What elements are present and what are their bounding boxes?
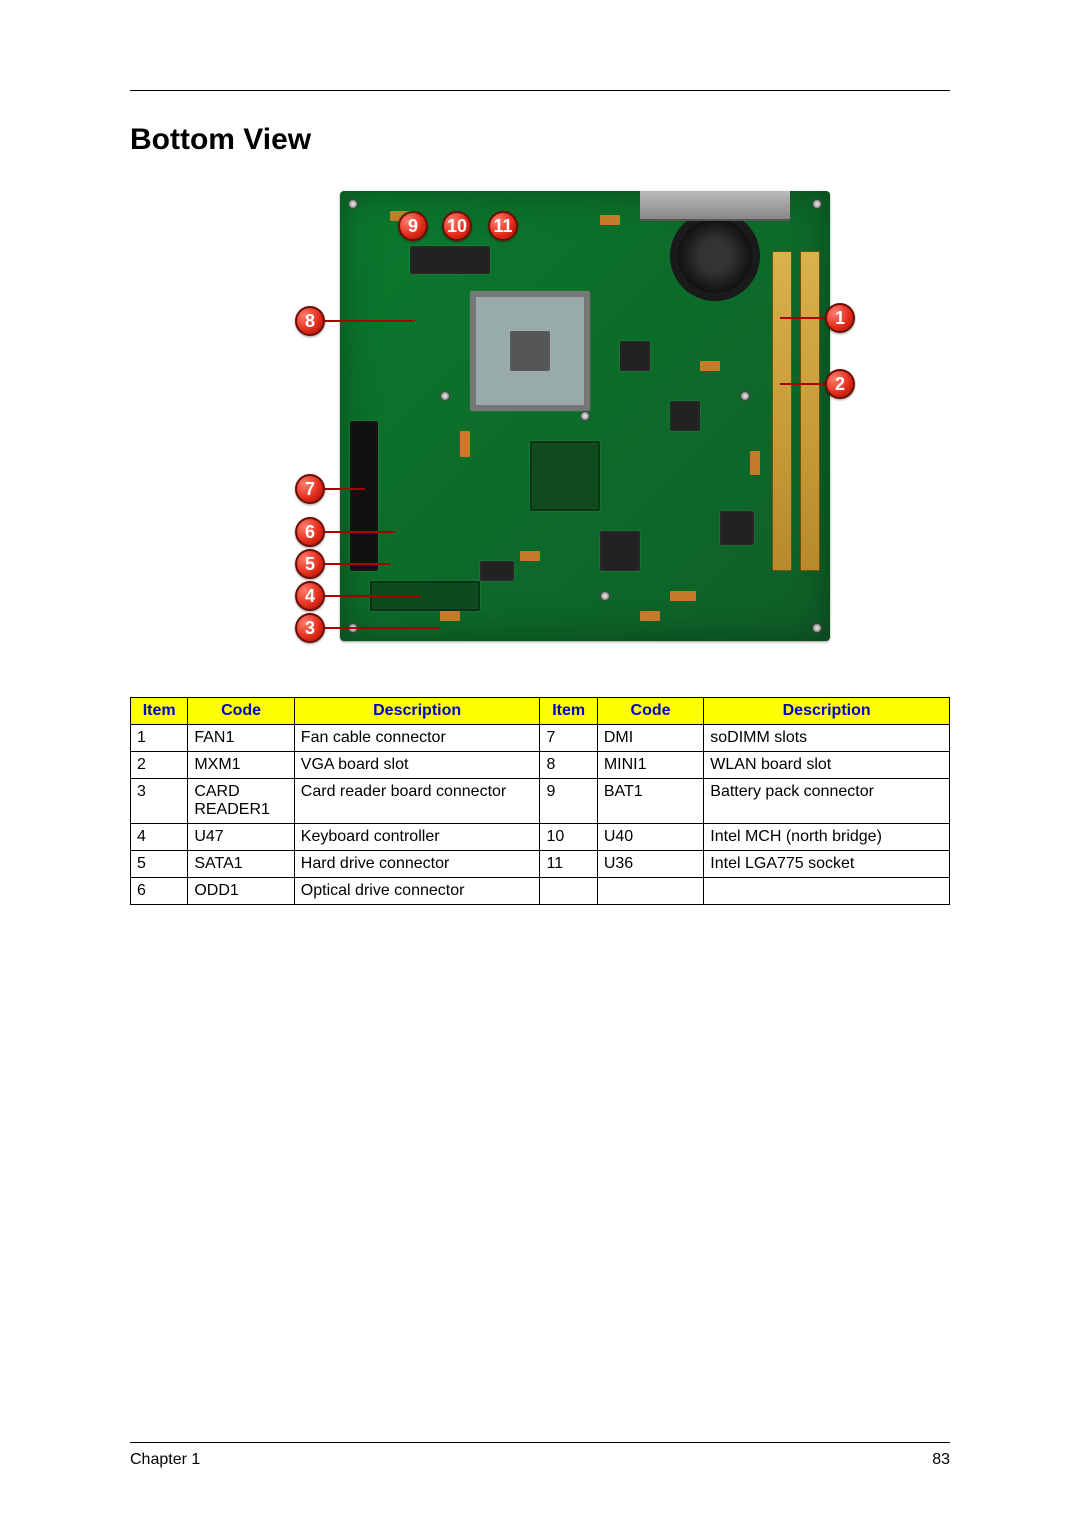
cell-r_item: 9: [540, 779, 597, 824]
callout-lead: [325, 488, 365, 490]
th-item-right: Item: [540, 698, 597, 725]
cell-l_desc: VGA board slot: [294, 752, 540, 779]
page-number: 83: [932, 1451, 950, 1469]
component-table: Item Code Description Item Code Descript…: [130, 697, 950, 905]
cell-r_item: [540, 878, 597, 905]
table-row: 3CARD READER1Card reader board connector…: [131, 779, 950, 824]
cell-r_code: DMI: [597, 725, 703, 752]
table-row: 6ODD1Optical drive connector: [131, 878, 950, 905]
cell-r_desc: Battery pack connector: [704, 779, 950, 824]
cell-r_code: BAT1: [597, 779, 703, 824]
callout-1: 1: [825, 303, 855, 333]
section-title: Bottom View: [130, 123, 950, 157]
callout-lead: [780, 383, 828, 385]
cell-l_code: FAN1: [188, 725, 294, 752]
callout-11: 11: [488, 211, 518, 241]
callout-lead: [780, 317, 828, 319]
cell-r_desc: WLAN board slot: [704, 752, 950, 779]
footer-divider: [130, 1442, 950, 1443]
cell-r_item: 10: [540, 824, 597, 851]
motherboard: [340, 191, 830, 641]
motherboard-diagram: 1 2 3456 7 8 9 10 11: [220, 181, 860, 661]
table-row: 4U47Keyboard controller10U40Intel MCH (n…: [131, 824, 950, 851]
cell-l_code: ODD1: [188, 878, 294, 905]
th-desc-left: Description: [294, 698, 540, 725]
callout-lead: [325, 531, 395, 533]
table-header-row: Item Code Description Item Code Descript…: [131, 698, 950, 725]
callout-8: 8: [295, 306, 325, 336]
top-divider: [130, 90, 950, 91]
callout-2: 2: [825, 369, 855, 399]
cell-l_code: U47: [188, 824, 294, 851]
cell-l_code: MXM1: [188, 752, 294, 779]
cell-r_desc: Intel MCH (north bridge): [704, 824, 950, 851]
cell-l_desc: Keyboard controller: [294, 824, 540, 851]
callout-5: 5: [295, 549, 325, 579]
cell-l_item: 3: [131, 779, 188, 824]
cell-r_code: MINI1: [597, 752, 703, 779]
callout-4: 4: [295, 581, 325, 611]
callout-10: 10: [442, 211, 472, 241]
callout-9: 9: [398, 211, 428, 241]
cell-l_desc: Optical drive connector: [294, 878, 540, 905]
th-code-left: Code: [188, 698, 294, 725]
page-footer: Chapter 1 83: [130, 1442, 950, 1469]
cell-r_desc: soDIMM slots: [704, 725, 950, 752]
cell-l_desc: Fan cable connector: [294, 725, 540, 752]
th-code-right: Code: [597, 698, 703, 725]
callout-lead: [325, 595, 420, 597]
cell-l_code: SATA1: [188, 851, 294, 878]
th-item-left: Item: [131, 698, 188, 725]
cell-r_item: 7: [540, 725, 597, 752]
cell-l_item: 1: [131, 725, 188, 752]
cell-r_code: U36: [597, 851, 703, 878]
callout-6: 6: [295, 517, 325, 547]
cell-r_desc: [704, 878, 950, 905]
cell-r_code: [597, 878, 703, 905]
cell-r_desc: Intel LGA775 socket: [704, 851, 950, 878]
table-row: 5SATA1Hard drive connector11U36Intel LGA…: [131, 851, 950, 878]
table-row: 1FAN1Fan cable connector7DMIsoDIMM slots: [131, 725, 950, 752]
th-desc-right: Description: [704, 698, 950, 725]
chapter-label: Chapter 1: [130, 1451, 200, 1469]
cell-l_desc: Card reader board connector: [294, 779, 540, 824]
cell-l_item: 5: [131, 851, 188, 878]
cell-l_desc: Hard drive connector: [294, 851, 540, 878]
callout-lead: [325, 563, 390, 565]
cell-l_code: CARD READER1: [188, 779, 294, 824]
callout-7: 7: [295, 474, 325, 504]
cell-r_code: U40: [597, 824, 703, 851]
diagram-container: 1 2 3456 7 8 9 10 11: [130, 181, 950, 661]
cell-r_item: 8: [540, 752, 597, 779]
callout-3: 3: [295, 613, 325, 643]
page: Bottom View: [0, 0, 1080, 1527]
cell-r_item: 11: [540, 851, 597, 878]
cell-l_item: 2: [131, 752, 188, 779]
table-row: 2MXM1VGA board slot8MINI1WLAN board slot: [131, 752, 950, 779]
cell-l_item: 4: [131, 824, 188, 851]
callout-lead: [325, 627, 440, 629]
cell-l_item: 6: [131, 878, 188, 905]
callout-lead: [325, 320, 415, 322]
